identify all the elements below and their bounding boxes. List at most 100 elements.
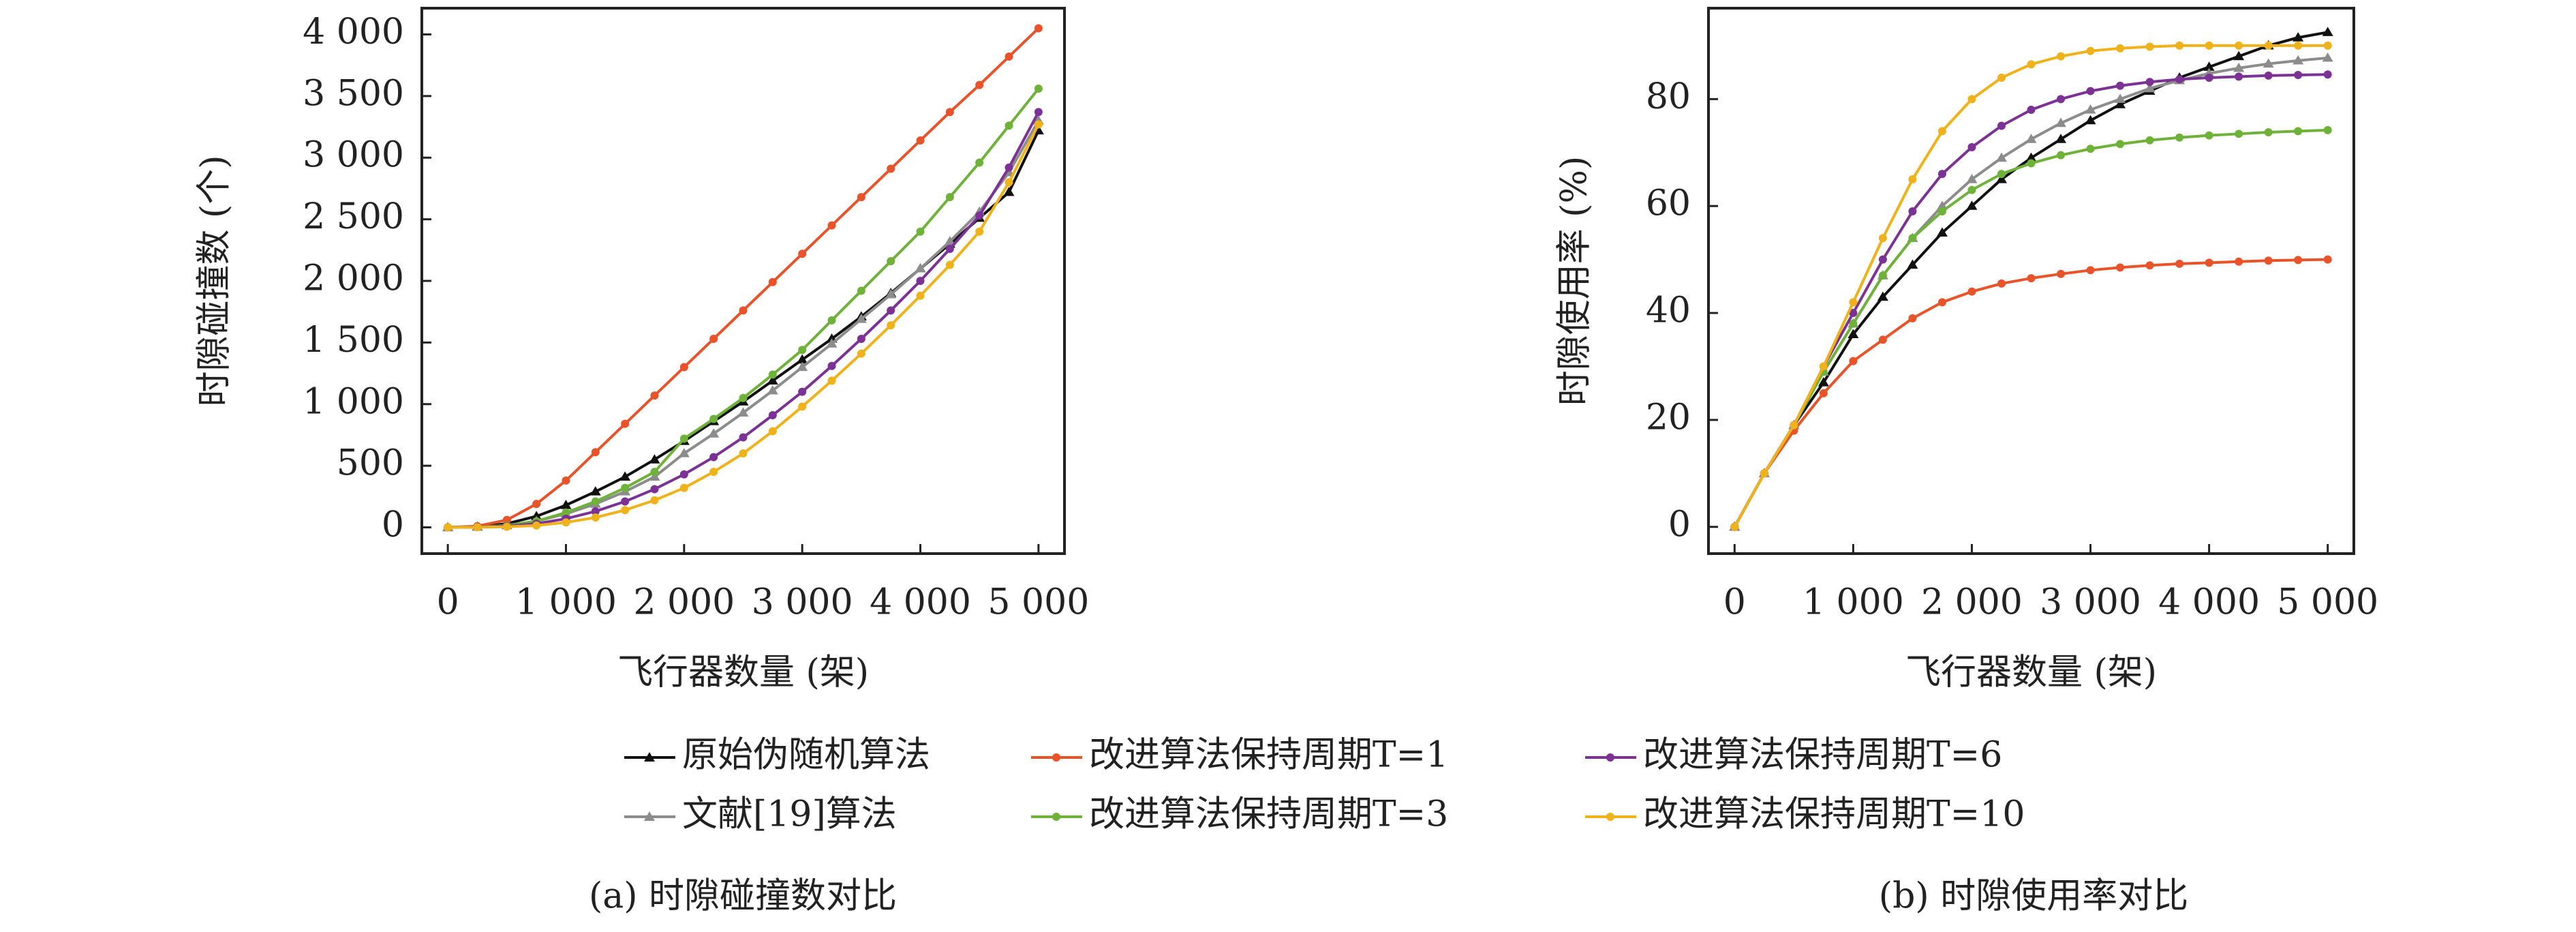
marker (2055, 134, 2067, 143)
marker (532, 521, 541, 530)
marker (1005, 178, 1013, 187)
marker (2085, 104, 2096, 114)
marker (739, 433, 748, 442)
marker (1730, 522, 1739, 531)
marker (857, 349, 865, 358)
marker (1003, 186, 1015, 196)
marker (2055, 117, 2067, 127)
marker (444, 523, 453, 532)
marker (2144, 82, 2156, 93)
y-tick-label: 80 (1646, 76, 1691, 117)
marker (2294, 71, 2303, 80)
marker (975, 158, 984, 167)
marker (2264, 41, 2273, 50)
marker (1937, 127, 1946, 136)
marker (1966, 173, 1978, 183)
marker (945, 260, 954, 269)
x-tick-label: 3 000 (752, 582, 853, 623)
legend-marker (1606, 753, 1614, 762)
marker (2025, 134, 2037, 143)
legend-label: 改进算法保持周期T=6 (1643, 735, 2002, 776)
x-tick-label: 5 000 (2277, 582, 2378, 623)
legend-label: 改进算法保持周期T=1 (1089, 735, 1448, 776)
x-axis-label: 飞行器数量 (架) (617, 652, 869, 693)
marker (2085, 115, 2096, 125)
marker (562, 476, 570, 485)
caption: (a) 时隙碰撞数对比 (589, 876, 897, 917)
marker (621, 483, 630, 492)
legend-label: 原始伪随机算法 (682, 735, 930, 776)
marker (1877, 291, 1888, 301)
marker (591, 513, 600, 522)
marker (2116, 81, 2125, 90)
marker (2233, 50, 2245, 61)
marker (1878, 255, 1887, 264)
marker (739, 393, 748, 402)
marker (827, 316, 836, 325)
marker (1967, 287, 1976, 296)
marker (739, 449, 748, 458)
marker (2027, 60, 2036, 69)
marker (1034, 85, 1043, 93)
marker (562, 508, 570, 517)
marker (591, 497, 600, 506)
marker (2086, 46, 2095, 55)
legend-marker (644, 811, 655, 821)
marker (887, 321, 895, 330)
marker (2205, 131, 2213, 140)
marker (1849, 309, 1858, 318)
marker (1937, 170, 1946, 179)
x-tick-label: 4 000 (870, 582, 971, 623)
x-tick-label: 0 (1723, 582, 1746, 623)
marker (1908, 175, 1917, 183)
marker (1967, 95, 1976, 104)
plot-frame (1707, 7, 2355, 555)
marker (1936, 227, 1948, 237)
y-tick-label: 2 500 (303, 196, 404, 237)
marker (679, 470, 688, 479)
marker (767, 385, 778, 395)
marker (2057, 151, 2066, 160)
marker (650, 496, 659, 505)
series-line (448, 111, 1040, 529)
marker (798, 387, 807, 396)
marker (619, 471, 631, 481)
marker (1997, 73, 2006, 82)
marker (739, 306, 748, 315)
legend-label: 改进算法保持周期T=10 (1643, 794, 2025, 835)
marker (1997, 170, 2006, 179)
marker (857, 286, 865, 295)
marker (2116, 140, 2125, 149)
marker (1967, 142, 1976, 151)
marker (2027, 274, 2036, 283)
x-tick-label: 0 (437, 582, 459, 623)
marker (1908, 314, 1917, 322)
marker (562, 518, 570, 527)
marker (975, 80, 984, 89)
marker (2293, 55, 2304, 65)
marker (797, 361, 808, 372)
y-tick-label: 60 (1646, 183, 1691, 224)
marker (1967, 185, 1976, 194)
marker (2264, 127, 2273, 136)
marker (591, 507, 600, 516)
marker (1878, 271, 1887, 280)
legend-marker (1052, 753, 1060, 762)
marker (2116, 263, 2125, 272)
marker (2264, 71, 2273, 80)
series-line (448, 120, 1040, 529)
series-line (1733, 56, 2328, 528)
marker (650, 468, 659, 477)
plot: 0 20 40 60 80 0 1 000 2 000 3 000 4 000 5 000 飞行器数量… (1554, 7, 2378, 917)
marker (1005, 163, 1013, 172)
legend-marker (1606, 813, 1614, 821)
legend-label: 文献[19]算法 (682, 794, 897, 835)
marker (798, 250, 807, 258)
y-tick-label: 0 (1668, 504, 1691, 545)
marker (1908, 234, 1917, 243)
series-line (448, 123, 1040, 529)
y-tick-label: 0 (382, 505, 404, 545)
marker (1849, 319, 1858, 328)
marker (737, 407, 749, 417)
